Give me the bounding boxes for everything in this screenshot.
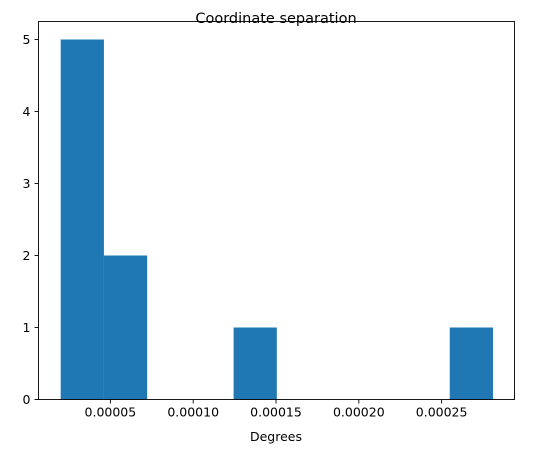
x-axis-ticks: 0.00005 0.00010 0.00015 0.00020 0.00025	[85, 399, 468, 420]
x-tick-label-4: 0.00025	[416, 405, 468, 420]
y-tick-label-1: 1	[23, 320, 31, 335]
y-tick-label-3: 3	[23, 176, 31, 191]
histogram-bar-1	[103, 255, 148, 400]
x-tick-label-2: 0.00015	[250, 405, 302, 420]
x-tick-label-0: 0.00005	[85, 405, 137, 420]
x-tick-label-3: 0.00020	[333, 405, 385, 420]
bars-group	[60, 39, 493, 400]
y-tick-label-5: 5	[23, 32, 31, 47]
x-tick-label-1: 0.00010	[167, 405, 219, 420]
chart-title: Coordinate separation	[195, 11, 356, 27]
histogram-bar-0	[60, 39, 104, 400]
y-tick-label-0: 0	[23, 392, 31, 407]
y-axis-ticks: 0 1 2 3 4 5	[23, 32, 39, 407]
x-axis-label: Degrees	[250, 429, 302, 444]
histogram-bar-9	[449, 327, 493, 400]
y-tick-label-2: 2	[23, 248, 31, 263]
histogram-bar-4	[233, 327, 277, 400]
y-tick-label-4: 4	[23, 104, 31, 119]
plot-frame	[38, 21, 515, 400]
